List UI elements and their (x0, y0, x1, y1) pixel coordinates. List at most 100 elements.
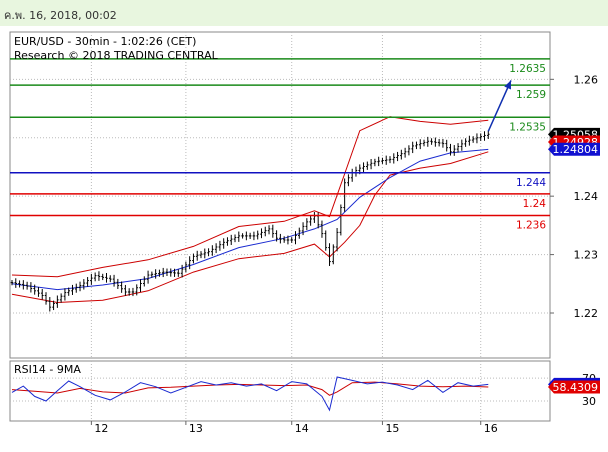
bollinger-upper (11, 116, 489, 278)
candle (286, 235, 290, 245)
candle (301, 222, 305, 236)
level-label: 1.236 (516, 219, 546, 231)
candle (188, 256, 191, 270)
candle (434, 137, 437, 147)
badge-background (548, 380, 600, 394)
candle (407, 145, 411, 156)
badge-background (548, 142, 600, 156)
date-header: ค.พ. 16, 2018, 00:02 (4, 9, 117, 22)
candle (124, 284, 127, 296)
rsi-badge: 58.4309 (548, 380, 600, 394)
rsi-tick-label: 30 (582, 395, 596, 408)
candle (479, 133, 483, 141)
chart-title: EUR/USD - 30min - 1:02:26 (CET) (14, 35, 196, 48)
candle (116, 278, 120, 289)
chart-subtitle: Research © 2018 TRADING CENTRAL (14, 49, 219, 62)
candle (396, 151, 399, 162)
candle (203, 248, 207, 259)
candle (233, 234, 237, 243)
x-tick-label: 15 (385, 422, 399, 435)
rsi-ma-line (11, 381, 489, 396)
candle (146, 270, 150, 284)
candle (267, 225, 271, 235)
candle (18, 280, 21, 288)
candle (143, 276, 146, 287)
candle (328, 243, 331, 266)
candle (237, 231, 241, 242)
candle (245, 231, 248, 241)
candle (86, 277, 89, 287)
candle (335, 228, 339, 252)
candle (256, 230, 259, 240)
candle (192, 253, 195, 264)
candle (483, 131, 486, 141)
candle (33, 284, 36, 295)
candle (37, 287, 40, 297)
candle (460, 139, 464, 151)
candle (411, 141, 414, 154)
candle (279, 233, 282, 244)
forecast-arrow-shaft (487, 80, 512, 132)
candles-layer (10, 130, 490, 312)
candle (218, 240, 222, 251)
candle (320, 220, 324, 238)
candle (252, 231, 256, 241)
candle (29, 282, 33, 293)
candle (14, 278, 18, 288)
candle (241, 233, 244, 239)
candle (324, 230, 328, 251)
y-tick-label: 1.22 (574, 307, 599, 320)
candle (199, 251, 203, 259)
candle (131, 287, 135, 297)
candle (71, 284, 74, 295)
candle (108, 275, 112, 283)
candle (165, 268, 169, 277)
date-header-bar (0, 0, 608, 26)
candle (248, 232, 252, 240)
candle (362, 162, 365, 173)
candle (120, 281, 123, 293)
candle (282, 236, 286, 243)
candle (388, 156, 392, 164)
x-tick-label: 12 (94, 422, 108, 435)
candle (74, 283, 78, 293)
candle (347, 174, 350, 187)
forecast-arrow-head (504, 80, 511, 90)
candle (309, 215, 312, 226)
candle (158, 269, 161, 277)
candle (263, 226, 267, 237)
candle (52, 300, 55, 311)
candle (63, 288, 67, 301)
candle (48, 297, 52, 312)
candle (67, 287, 70, 296)
candle (294, 231, 297, 245)
candle (422, 139, 426, 147)
candle (437, 139, 441, 147)
candle (173, 268, 176, 277)
candle (260, 228, 263, 239)
candle (226, 237, 229, 246)
candle (59, 293, 63, 303)
grid-layer (10, 32, 550, 421)
candle (441, 138, 445, 148)
candle (169, 268, 173, 277)
candle (415, 141, 418, 150)
badge-label: 58.4309 (553, 381, 599, 394)
candle (214, 243, 218, 254)
candle (290, 237, 294, 243)
candle (381, 157, 384, 164)
axis-layer: 1.261.251.241.231.2270301.250581.249281.… (90, 73, 600, 435)
rsi-line (11, 376, 489, 412)
main-plot-area (9, 31, 551, 359)
candle (211, 245, 214, 256)
level-label: 1.244 (516, 177, 546, 189)
candle (305, 218, 309, 231)
y-tick-label: 1.26 (574, 73, 599, 86)
candle (297, 227, 301, 239)
candle (154, 269, 157, 279)
candle (377, 156, 380, 167)
candle (150, 271, 154, 278)
candle (332, 244, 335, 265)
